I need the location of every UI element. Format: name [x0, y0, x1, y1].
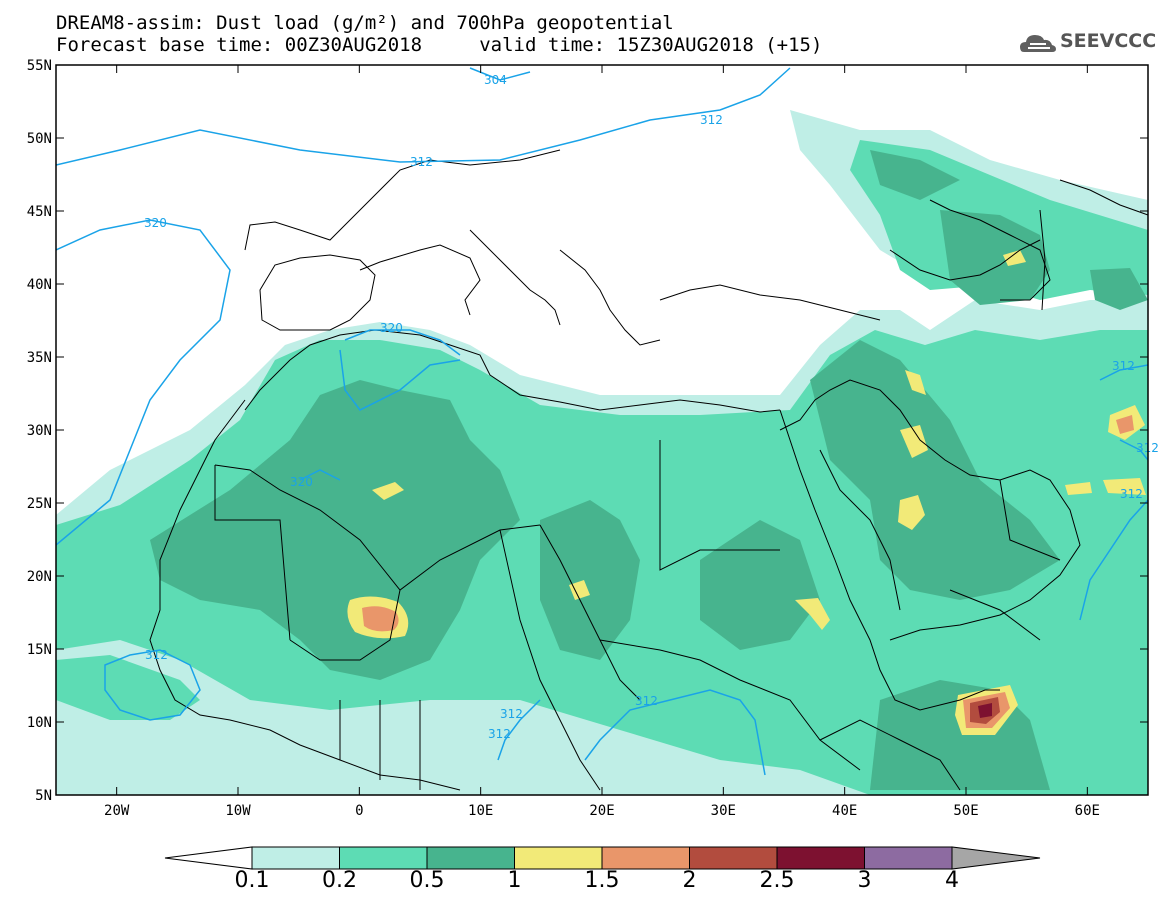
colorbar-tick-label: 2.5	[759, 868, 795, 893]
lon-label: 10W	[225, 803, 251, 819]
dust-level-2.5	[978, 703, 992, 718]
lat-label: 35N	[27, 350, 52, 366]
dust-field	[56, 65, 1148, 795]
lat-label: 50N	[27, 131, 52, 147]
colorbar-segment	[251, 846, 340, 870]
lat-label: 25N	[27, 496, 52, 512]
colorbar-segment	[514, 846, 603, 870]
colorbar-segment	[864, 846, 953, 870]
forecast-times: Forecast base time: 00Z30AUG2018 valid t…	[56, 34, 823, 56]
colorbar-segment	[426, 846, 515, 870]
colorbar-segment	[339, 846, 428, 870]
geopotential-contours	[56, 67, 1148, 776]
lat-label: 5N	[35, 788, 52, 804]
lat-label: 40N	[27, 277, 52, 293]
svg-text:312: 312	[635, 694, 658, 708]
colorbar-segment	[601, 846, 690, 870]
lon-label: 30E	[711, 803, 736, 819]
colorbar-tick-label: 0.5	[409, 868, 445, 893]
colorbar-tick-label: 0.2	[322, 868, 357, 893]
dust-level-0.5	[150, 380, 520, 680]
lon-label: 50E	[953, 803, 978, 819]
lon-label: 20W	[104, 803, 130, 819]
colorbar-tick-label: 1.5	[584, 868, 620, 893]
colorbar-tick-label: 3	[857, 868, 872, 893]
svg-text:312: 312	[700, 113, 723, 127]
colorbar-over-triangle	[951, 846, 1041, 870]
lat-label: 30N	[27, 423, 52, 439]
colorbar-segment	[689, 846, 778, 870]
colorbar-tick-label: 0.1	[234, 868, 270, 893]
lon-label: 0	[355, 803, 363, 819]
svg-text:312: 312	[488, 727, 511, 741]
lat-label: 20N	[27, 569, 52, 585]
logo-text: SEEVCCC	[1060, 30, 1157, 52]
svg-text:312: 312	[1112, 359, 1135, 373]
dust-level-1.5	[362, 606, 399, 632]
svg-text:312: 312	[1120, 487, 1143, 501]
svg-text:312: 312	[145, 648, 168, 662]
colorbar-tick-label: 1	[507, 868, 522, 893]
lon-label: 60E	[1075, 803, 1100, 819]
lat-label: 55N	[27, 58, 52, 74]
svg-text:312: 312	[500, 707, 523, 721]
lat-label: 15N	[27, 642, 52, 658]
cloud-icon	[1020, 35, 1056, 52]
colorbar-tick-label: 2	[682, 868, 697, 893]
contour-labels: 304 312 312 320 320 320 312 312 312 312 …	[144, 73, 1159, 741]
colorbar-tick-label: 4	[945, 868, 959, 893]
svg-text:320: 320	[380, 321, 403, 335]
longitude-labels: 20W 10W 0 10E 20E 30E 40E 50E 60E	[104, 65, 1100, 819]
coastlines	[149, 149, 1148, 791]
map-title: DREAM8-assim: Dust load (g/m²) and 700hP…	[56, 12, 674, 34]
latitude-labels: 55N 50N 45N 40N 35N 30N 25N 20N 15N 10N 5N	[27, 58, 1148, 804]
lon-label: 10E	[468, 803, 493, 819]
svg-text:304: 304	[484, 73, 507, 87]
svg-text:320: 320	[290, 475, 313, 489]
svg-text:320: 320	[144, 216, 167, 230]
lon-label: 20E	[589, 803, 614, 819]
lat-label: 10N	[27, 715, 52, 731]
colorbar-segment	[776, 846, 865, 870]
lon-label: 40E	[832, 803, 857, 819]
lat-label: 45N	[27, 204, 52, 220]
colorbar-under-triangle	[164, 846, 253, 870]
svg-text:312: 312	[410, 155, 433, 169]
